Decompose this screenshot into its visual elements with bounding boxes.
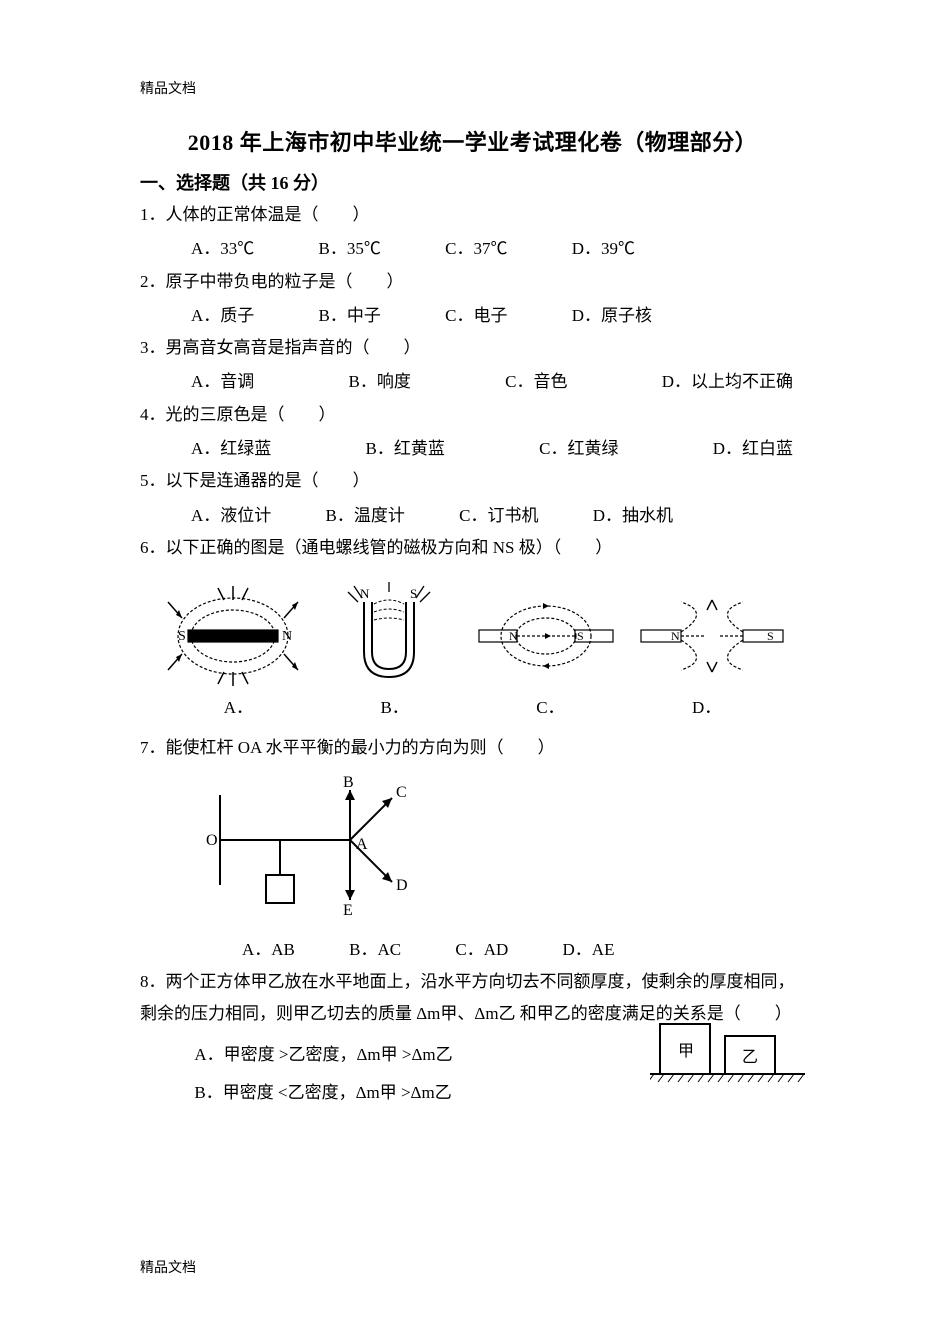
q2-options: A．质子 B．中子 C．电子 D．原子核 [140, 300, 805, 332]
q7-label-d: D [396, 877, 408, 894]
q1-opt-c: C．37℃ [445, 233, 507, 265]
q7-figure: O A B C D E [200, 775, 805, 930]
q7-opt-c: C．AD [455, 934, 508, 966]
q5-opt-a: A．液位计 [191, 500, 271, 532]
q4-opt-a: A．红绿蓝 [191, 433, 271, 465]
q2-opt-d: D．原子核 [572, 300, 652, 332]
q3-opt-d: D．以上均不正确 [662, 366, 793, 398]
header-watermark: 精品文档 [140, 78, 196, 98]
q4-opt-c: C．红黄绿 [539, 433, 618, 465]
q4-opt-d: D．红白蓝 [713, 433, 793, 465]
q2-num: 2． [140, 272, 166, 291]
q1-opt-a: A．33℃ [191, 233, 254, 265]
q4-options: A．红绿蓝 B．红黄蓝 C．红黄绿 D．红白蓝 [140, 433, 805, 465]
q5-text: 以下是连通器的是（ ） [166, 471, 370, 490]
q1-text: 人体的正常体温是（ ） [166, 205, 370, 224]
q6-figure-row: S N N S [140, 582, 805, 687]
q7-label-c: C [396, 784, 407, 801]
q6-label-a: A． [224, 693, 253, 718]
q2-text: 原子中带负电的粒子是（ ） [166, 272, 404, 291]
question-1: 1．人体的正常体温是（ ） [140, 199, 805, 231]
q7-label-b: B [343, 775, 354, 791]
q6-figure-a: S N [158, 582, 308, 687]
q3-opt-b: B．响度 [349, 366, 411, 398]
question-6: 6．以下正确的图是（通电螺线管的磁极方向和 NS 极）（ ） [140, 532, 805, 564]
svg-text:S: S [577, 629, 584, 643]
q3-text: 男高音女高音是指声音的（ ） [166, 338, 421, 357]
svg-text:N: N [360, 586, 370, 601]
q7-label-o: O [206, 832, 218, 849]
q6-figure-d: N S [637, 582, 787, 687]
doc-title: 2018 年上海市初中毕业统一学业考试理化卷（物理部分） [140, 125, 805, 157]
svg-text:S: S [410, 586, 417, 601]
q8-figure: 甲 乙 [650, 1014, 805, 1100]
q7-label-a: A [356, 836, 368, 853]
q8-box-yi: 乙 [742, 1049, 758, 1066]
q4-opt-b: B．红黄蓝 [366, 433, 445, 465]
q4-text: 光的三原色是（ ） [166, 405, 336, 424]
q3-num: 3． [140, 338, 166, 357]
q6-label-c: C． [536, 693, 564, 718]
question-2: 2．原子中带负电的粒子是（ ） [140, 266, 805, 298]
q8-num: 8． [140, 972, 166, 991]
q6-figure-b: N S [324, 582, 454, 687]
q1-num: 1． [140, 205, 166, 224]
q3-opt-c: C．音色 [505, 366, 567, 398]
q5-opt-c: C．订书机 [459, 500, 538, 532]
q1-opt-d: D．39℃ [572, 233, 635, 265]
svg-text:N: N [671, 629, 680, 643]
q7-options: A．AB B．AC C．AD D．AE [140, 934, 805, 966]
svg-text:S: S [767, 629, 774, 643]
q7-opt-a: A．AB [242, 934, 295, 966]
question-3: 3．男高音女高音是指声音的（ ） [140, 332, 805, 364]
q1-options: A．33℃ B．35℃ C．37℃ D．39℃ [140, 233, 805, 265]
q5-opt-d: D．抽水机 [593, 500, 673, 532]
q4-num: 4． [140, 405, 166, 424]
footer-watermark: 精品文档 [140, 1257, 196, 1277]
question-5: 5．以下是连通器的是（ ） [140, 465, 805, 497]
section-1-title: 一、选择题（共 16 分） [140, 169, 805, 195]
q7-label-e: E [343, 902, 353, 919]
question-7: 7．能使杠杆 OA 水平平衡的最小力的方向为则（ ） [140, 732, 805, 764]
q7-opt-b: B．AC [349, 934, 401, 966]
q2-opt-a: A．质子 [191, 300, 254, 332]
q3-options: A．音调 B．响度 C．音色 D．以上均不正确 [140, 366, 805, 398]
q2-opt-c: C．电子 [445, 300, 507, 332]
q6-num: 6． [140, 538, 166, 557]
q5-num: 5． [140, 471, 166, 490]
q5-opt-b: B．温度计 [326, 500, 405, 532]
q6-label-d: D． [692, 693, 721, 718]
q7-text: 能使杠杆 OA 水平平衡的最小力的方向为则（ ） [166, 738, 555, 757]
q6-label-b: B． [380, 693, 408, 718]
q7-num: 7． [140, 738, 166, 757]
q6-figure-c: N S [471, 582, 621, 687]
q7-opt-d: D．AE [563, 934, 615, 966]
q6-text: 以下正确的图是（通电螺线管的磁极方向和 NS 极）（ ） [166, 538, 613, 557]
q5-options: A．液位计 B．温度计 C．订书机 D．抽水机 [140, 500, 805, 532]
q2-opt-b: B．中子 [319, 300, 381, 332]
q6-labels: A． B． C． D． [140, 693, 805, 718]
q1-opt-b: B．35℃ [319, 233, 381, 265]
q3-opt-a: A．音调 [191, 366, 254, 398]
q8-box-jia: 甲 [678, 1043, 694, 1060]
question-8: 8．两个正方体甲乙放在水平地面上，沿水平方向切去不同额厚度，使剩余的厚度相同，剩… [140, 966, 805, 1111]
question-4: 4．光的三原色是（ ） [140, 399, 805, 431]
